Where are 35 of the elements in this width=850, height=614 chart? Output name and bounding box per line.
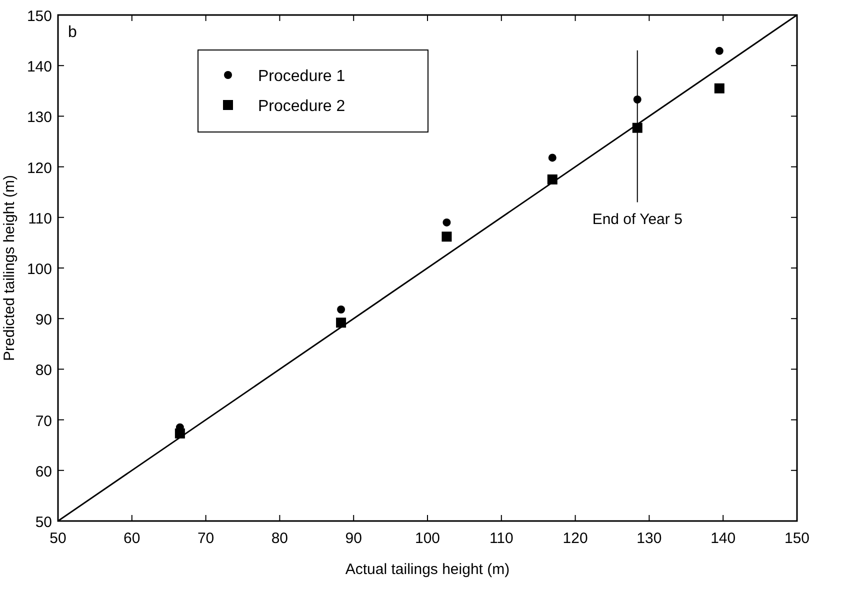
y-tick-label: 130 [26,109,52,126]
point [548,154,556,162]
x-tick-label: 70 [197,530,214,547]
y-tick-label: 100 [26,261,52,278]
point [442,218,451,226]
y-tick-label: 120 [26,160,52,177]
legend-label: Procedure 2 [258,98,346,115]
x-tick-label: 140 [710,530,736,547]
x-tick-label: 60 [124,530,140,547]
x-tick-label: 150 [784,530,810,547]
x-axis-title: Actual tailings height (m) [345,561,510,578]
y-tick-label: 90 [35,312,52,329]
y-tick-label: 50 [35,514,52,531]
ref-line-label: End of Year 5 [592,211,682,228]
y-tick-label: 140 [26,58,52,76]
x-tick-label: 90 [345,530,362,547]
y-tick-label: 150 [26,8,52,25]
point [442,232,452,242]
y-tick-label: 80 [35,362,52,380]
annotation: b [68,24,77,41]
y-tick-label: 60 [35,463,52,480]
x-tick-label: 80 [271,530,288,547]
x-tick-label: 100 [414,530,440,547]
point [337,305,346,314]
point [336,318,346,328]
y-axis-title: Predicted tailings height (m) [1,175,18,361]
x-tick-label: 50 [50,530,66,547]
legend-label: Procedure 1 [258,68,346,85]
y-tick-label: 110 [28,210,52,228]
x-tick-label: 120 [562,530,588,547]
point [714,83,724,94]
x-tick-label: 110 [489,530,514,547]
x-tick-label: 130 [636,530,662,547]
y-tick-label: 70 [35,412,52,430]
point [715,46,724,55]
